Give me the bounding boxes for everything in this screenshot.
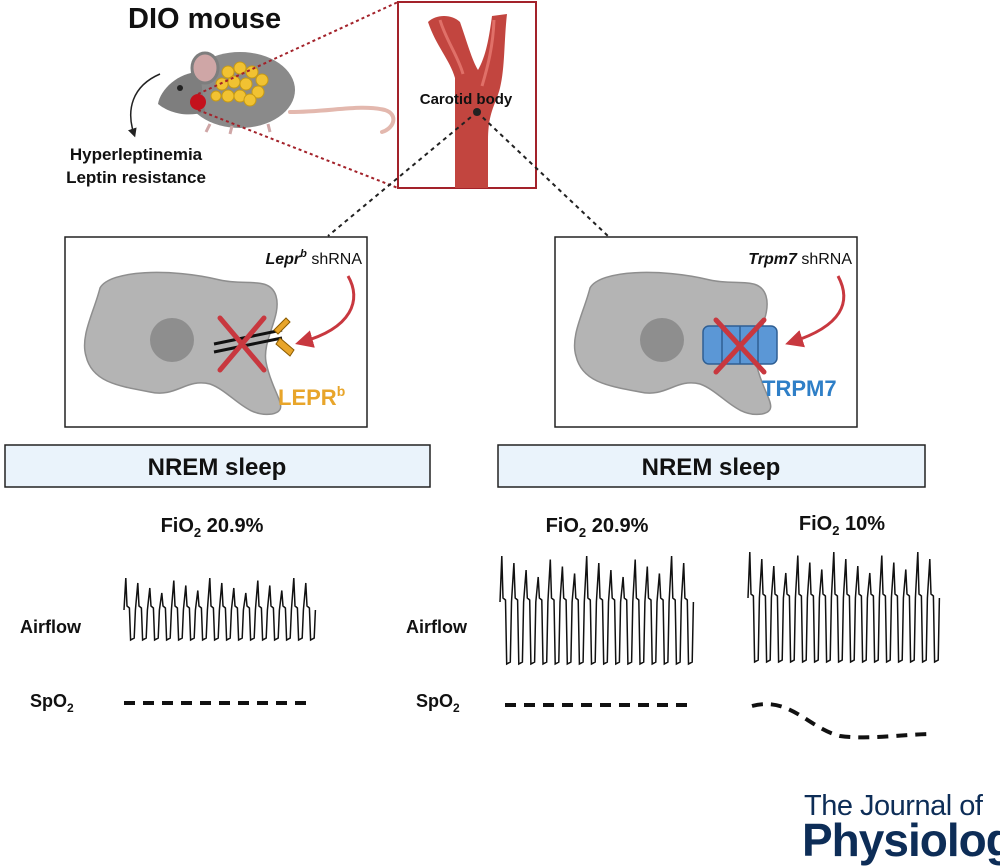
condition-leptin-resistance: Leptin resistance xyxy=(66,168,206,187)
mouse-illustration xyxy=(158,51,396,135)
right-knockdown-arrow xyxy=(785,275,846,348)
zoom-line-top xyxy=(197,1,399,95)
right-cross-icon xyxy=(713,317,767,375)
journal-logo-line1: The Journal of xyxy=(804,790,983,822)
condition-hyperleptinemia: Hyperleptinemia xyxy=(70,145,203,164)
leprb-label-main: LEPR xyxy=(278,385,337,410)
left-nucleus xyxy=(150,318,194,362)
left-shrna-gene: Lepr xyxy=(265,251,300,268)
right-fio2-heading-2: FiO2 10% xyxy=(799,513,885,538)
right-fio2-heading-1: FiO2 20.9% xyxy=(546,515,649,540)
right-nucleus xyxy=(640,318,684,362)
right-banner xyxy=(497,444,926,488)
left-spo2-label: SpO2 xyxy=(30,691,74,715)
right-airflow-trace-normoxia xyxy=(499,555,695,666)
left-shrna-suffix: shRNA xyxy=(307,251,362,268)
trpm7-label: TRPM7 xyxy=(762,376,837,401)
mouse-title: DIO mouse xyxy=(128,3,281,35)
leprb-label-sup: b xyxy=(337,383,346,399)
right-spo2-curve-hypoxia xyxy=(751,702,933,740)
leprb-label: LEPRb xyxy=(278,383,345,410)
right-banner-text: NREM sleep xyxy=(642,454,781,481)
curved-arrow xyxy=(128,73,161,138)
left-knockdown-arrow xyxy=(295,275,356,348)
left-airflow-label: Airflow xyxy=(20,617,82,637)
carotid-body-label: Carotid body xyxy=(420,91,513,108)
right-airflow-label: Airflow xyxy=(406,617,468,637)
right-shrna-suffix: shRNA xyxy=(797,251,852,268)
link-line-left xyxy=(327,111,478,237)
zoom-line-bottom xyxy=(197,109,399,189)
left-shrna-label: Leprb shRNA xyxy=(265,248,362,268)
right-airflow-trace-hypoxia xyxy=(747,551,941,664)
leprb-receptor xyxy=(213,317,295,357)
left-banner-text: NREM sleep xyxy=(148,454,287,481)
right-spo2-label: SpO2 xyxy=(416,691,460,715)
left-fio2-heading: FiO2 20.9% xyxy=(161,515,264,540)
left-shrna-gene-sup: b xyxy=(300,248,307,260)
link-line-right xyxy=(476,111,609,237)
journal-logo-line2: Physiology xyxy=(802,814,1000,866)
left-airflow-trace xyxy=(123,577,317,642)
right-shrna-gene: Trpm7 xyxy=(748,251,798,268)
right-shrna-label: Trpm7 shRNA xyxy=(748,251,852,268)
left-cross-icon xyxy=(217,315,267,373)
left-banner xyxy=(4,444,431,488)
